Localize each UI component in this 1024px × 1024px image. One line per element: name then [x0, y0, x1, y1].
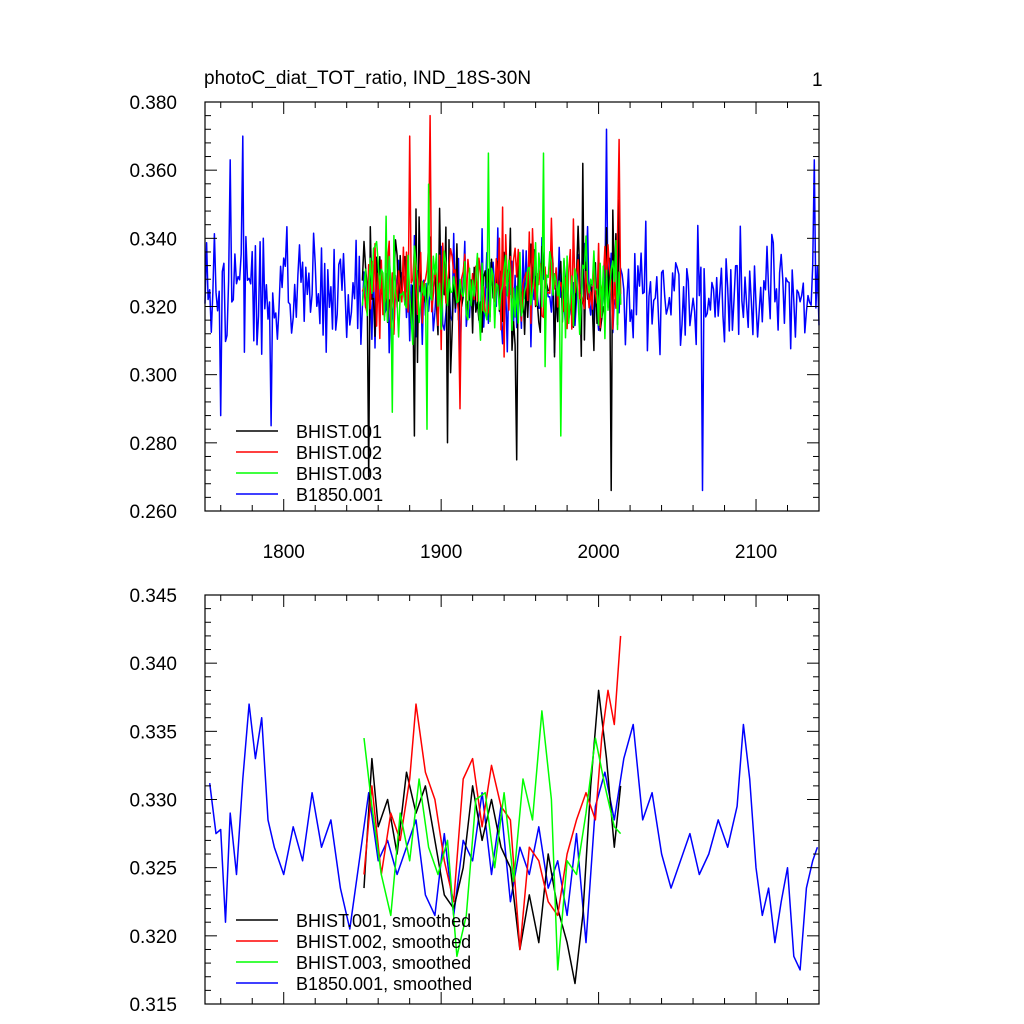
legend-entry-label: BHIST.003, smoothed: [296, 953, 471, 973]
legend-entry-label: BHIST.002, smoothed: [296, 932, 471, 952]
legend-entry-label: BHIST.002: [296, 443, 382, 463]
y-tick-label: 0.360: [129, 161, 177, 182]
y-tick-label: 0.315: [129, 995, 177, 1016]
y-tick-label: 0.300: [129, 366, 177, 387]
legend-entry-label: B1850.001: [296, 485, 383, 505]
y-tick-label: 0.345: [129, 586, 177, 607]
panel-number: 1: [812, 70, 823, 91]
bottom-panel-series: [208, 635, 819, 985]
x-tick-label: 1900: [420, 542, 462, 563]
series-line-bhist-003-smoothed: [363, 710, 622, 971]
legend-entry-label: BHIST.001: [296, 422, 382, 442]
bottom-panel-ticks: 0.315 0.320 0.325 0.330 0.335 0.340 0.345: [129, 586, 820, 1016]
y-tick-label: 0.340: [129, 654, 177, 675]
legend-entry-label: BHIST.001, smoothed: [296, 911, 471, 931]
top-panel-series: [204, 114, 820, 492]
top-panel: photoC_diat_TOT_ratio, IND_18S-30N 1 0.2…: [129, 68, 822, 563]
legend-entry-label: BHIST.003: [296, 464, 382, 484]
x-tick-label: 2100: [735, 542, 777, 563]
series-line-bhist-001-smoothed: [363, 689, 622, 985]
bottom-panel: 0.315 0.320 0.325 0.330 0.335 0.340 0.345 BHIS…: [129, 586, 820, 1016]
y-tick-label: 0.320: [129, 927, 177, 948]
series-line-bhist-003: [361, 152, 622, 437]
y-tick-label: 0.330: [129, 791, 177, 812]
legend-entry-label: B1850.001, smoothed: [296, 974, 472, 994]
y-tick-label: 0.340: [129, 229, 177, 250]
series-line-bhist-001: [361, 162, 622, 492]
top-panel-ticks: 0.260 0.280 0.300 0.320 0.340 0.360 0.380 1800 1…: [129, 93, 820, 563]
y-tick-label: 0.380: [129, 93, 177, 114]
series-line-b1850-001: [204, 128, 820, 492]
x-tick-label: 2000: [577, 542, 619, 563]
y-tick-label: 0.320: [129, 298, 177, 319]
y-tick-label: 0.280: [129, 434, 177, 455]
y-tick-label: 0.325: [129, 859, 177, 880]
x-tick-label: 1800: [263, 542, 305, 563]
chart-title: photoC_diat_TOT_ratio, IND_18S-30N: [204, 68, 531, 89]
y-tick-label: 0.335: [129, 722, 177, 743]
y-tick-label: 0.260: [129, 502, 177, 523]
